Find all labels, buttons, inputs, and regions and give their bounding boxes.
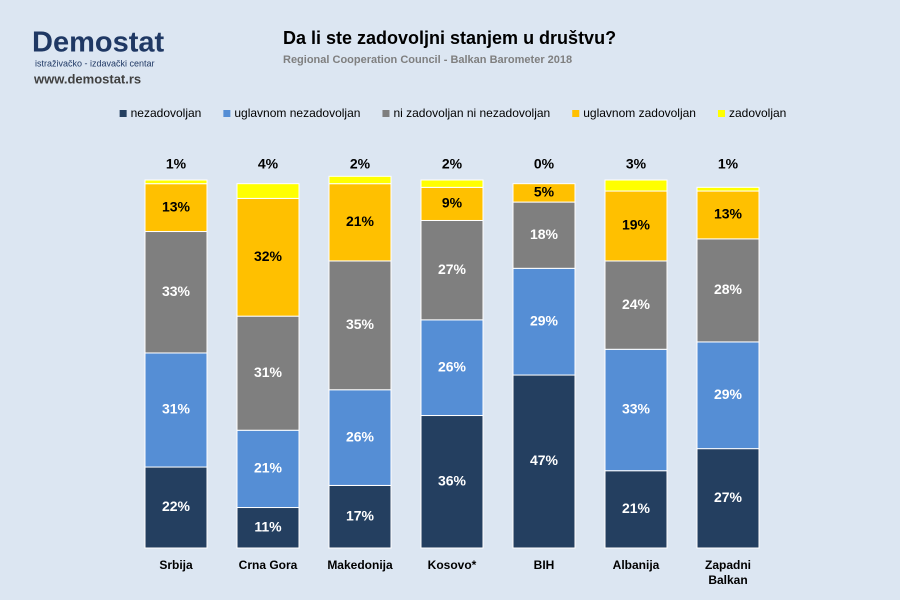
value-label: 19%	[622, 217, 651, 233]
bar-segment	[604, 190, 668, 262]
bar-segment	[144, 183, 208, 233]
value-label: 29%	[530, 312, 559, 328]
bar-segment	[236, 183, 300, 199]
category-label: Makedonija	[327, 558, 393, 572]
bar-segment	[512, 183, 576, 203]
value-label: 32%	[254, 248, 283, 264]
bar-segment	[420, 219, 484, 321]
category-label: Albanija	[612, 558, 660, 572]
value-label: 26%	[346, 428, 375, 444]
bar-segment	[236, 315, 300, 431]
category-label: Crna Gora	[238, 558, 298, 572]
value-label: 21%	[254, 460, 283, 476]
bar-segment	[696, 341, 760, 450]
value-label: 1%	[718, 156, 739, 172]
bar-segment	[512, 374, 576, 549]
value-label: 26%	[438, 358, 467, 374]
value-label: 13%	[714, 206, 743, 222]
value-label: 3%	[626, 156, 647, 172]
value-label: 5%	[534, 184, 555, 200]
legend-label: uglavnom zadovoljan	[583, 106, 696, 120]
bar-segment	[420, 415, 484, 549]
category-label: Srbija	[159, 558, 193, 572]
value-label: 21%	[622, 500, 651, 516]
bar-segment	[420, 186, 484, 221]
logo-tagline: istraživačko - izdavački centar	[35, 58, 155, 68]
bar-segment	[144, 466, 208, 549]
legend-label: zadovoljan	[729, 106, 786, 120]
legend-item: zadovoljan	[717, 106, 786, 120]
value-label: 0%	[534, 156, 555, 172]
value-label: 33%	[622, 401, 651, 417]
legend-label: uglavnom nezadovoljan	[234, 106, 360, 120]
category-label: Kosovo*	[427, 558, 477, 572]
bar-segment	[696, 186, 760, 192]
bar-segment	[144, 179, 208, 185]
bar-segment	[236, 429, 300, 509]
value-label: 11%	[254, 518, 282, 534]
bar-segment	[696, 448, 760, 549]
bar-segment	[328, 260, 392, 391]
category-label: BIH	[533, 558, 555, 572]
bar-segment	[236, 507, 300, 549]
category-label: Zapadni Balkan	[704, 558, 751, 587]
legend-label: nezadovoljan	[131, 106, 202, 120]
bar-segment	[604, 179, 668, 192]
legend-item: nezadovoljan	[119, 106, 202, 120]
value-label: 22%	[162, 498, 191, 514]
value-label: 35%	[346, 316, 375, 332]
legend-item: ni zadovoljan ni nezadovoljan	[382, 106, 550, 120]
value-label: 24%	[622, 296, 651, 312]
value-label: 2%	[442, 156, 463, 172]
legend-swatch	[717, 110, 725, 117]
legend-item: uglavnom zadovoljan	[572, 106, 696, 120]
bar-segment	[604, 470, 668, 549]
legend-swatch	[119, 110, 127, 117]
value-label: 27%	[714, 489, 743, 505]
bar-segment	[512, 267, 576, 376]
value-label: 27%	[438, 261, 467, 277]
logo: Demostat	[32, 27, 164, 59]
legend-swatch	[572, 110, 580, 117]
value-label: 18%	[530, 226, 559, 242]
bar-segment	[420, 179, 484, 188]
bar-segment	[696, 238, 760, 343]
value-label: 9%	[442, 195, 463, 211]
website: www.demostat.rs	[33, 71, 141, 86]
value-label: 29%	[714, 386, 743, 402]
bar-segment	[328, 183, 392, 262]
legend-swatch	[382, 110, 390, 117]
value-label: 13%	[162, 198, 191, 214]
bar-segment	[604, 260, 668, 350]
bar-segment	[328, 175, 392, 185]
bar-segment	[512, 201, 576, 269]
value-label: 21%	[346, 213, 375, 229]
bar-segment	[144, 352, 208, 468]
bar-segment	[328, 389, 392, 486]
chart-subtitle: Regional Cooperation Council - Balkan Ba…	[283, 54, 572, 66]
legend-item: uglavnom nezadovoljan	[223, 106, 360, 120]
legend-swatch	[223, 110, 231, 117]
value-label: 31%	[162, 401, 191, 417]
bar-segment	[328, 484, 392, 549]
chart-title: Da li ste zadovoljni stanjem u društvu?	[283, 28, 616, 48]
value-label: 1%	[166, 156, 187, 172]
value-label: 33%	[162, 283, 191, 299]
value-label: 2%	[350, 156, 371, 172]
value-label: 17%	[346, 507, 375, 523]
value-label: 4%	[258, 156, 279, 172]
legend-label: ni zadovoljan ni nezadovoljan	[393, 106, 550, 120]
value-label: 31%	[254, 364, 283, 380]
value-label: 36%	[438, 472, 467, 488]
value-label: 28%	[714, 281, 743, 297]
bar-segment	[236, 197, 300, 317]
value-label: 47%	[530, 452, 559, 468]
